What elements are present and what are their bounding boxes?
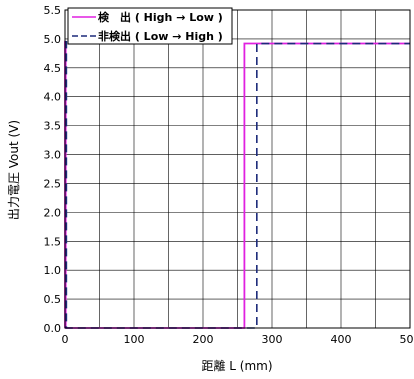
x-tick-label: 500	[400, 333, 414, 346]
legend-box	[67, 7, 233, 45]
plot-frame	[64, 9, 411, 329]
y-tick-labels: 0.0 0.5 1.0 1.5 2.0 2.5 3.0 3.5 4.0 4.5 5.0 5.5	[44, 4, 62, 335]
legend: 検 出 ( High → Low ) 非検出 ( Low → High )	[67, 7, 233, 45]
legend-label-detect: 検 出 ( High → Low )	[98, 10, 223, 24]
x-tick-label: 400	[331, 333, 352, 346]
x-tick-labels: 0 100 200 300 400 500	[62, 333, 414, 346]
y-tick-label: 1.0	[44, 264, 62, 277]
y-tick-label: 1.5	[44, 235, 62, 248]
y-tick-label: 5.5	[44, 4, 62, 17]
y-axis-title: 出力電圧 Vout (V)	[7, 120, 21, 220]
y-tick-label: 0.0	[44, 322, 62, 335]
x-tick-label: 0	[62, 333, 69, 346]
y-tick-label: 4.5	[44, 62, 62, 75]
y-tick-label: 0.5	[44, 293, 62, 306]
y-tick-label: 2.5	[44, 177, 62, 190]
x-tick-label: 200	[193, 333, 214, 346]
y-tick-label: 4.0	[44, 91, 62, 104]
x-axis-title: 距離 L (mm)	[201, 359, 272, 373]
x-tick-label: 100	[124, 333, 145, 346]
x-tick-label: 300	[262, 333, 283, 346]
y-tick-label: 5.0	[44, 33, 62, 46]
legend-label-non-detect: 非検出 ( Low → High )	[98, 29, 223, 43]
grid-lines	[64, 9, 411, 329]
y-tick-label: 3.5	[44, 120, 62, 133]
y-tick-label: 3.0	[44, 149, 62, 162]
y-tick-label: 2.0	[44, 206, 62, 219]
